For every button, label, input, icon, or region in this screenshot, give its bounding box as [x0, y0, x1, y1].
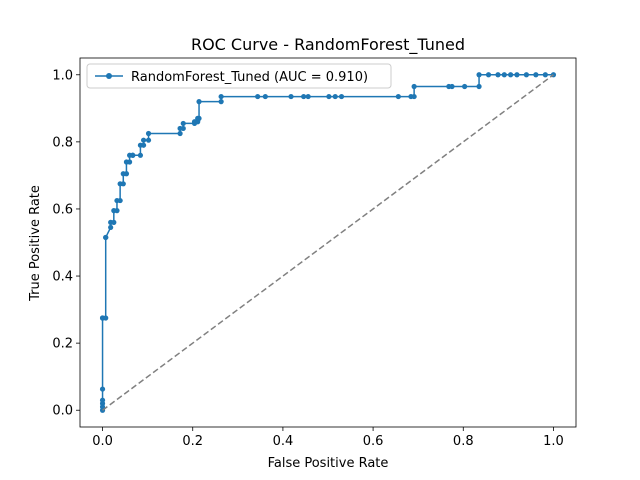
roc-point — [305, 93, 311, 100]
roc-point — [120, 181, 126, 187]
y-tick-label: 0.0 — [52, 404, 73, 419]
roc-point — [218, 99, 224, 105]
x-tick-label: 1.0 — [543, 434, 564, 449]
roc-point — [127, 159, 133, 165]
roc-point — [395, 93, 401, 100]
roc-point — [108, 224, 114, 231]
x-tick-label: 0.4 — [273, 434, 294, 449]
legend: RandomForest_Tuned (AUC = 0.910) — [86, 63, 392, 89]
roc-point — [301, 93, 307, 100]
roc-point — [99, 386, 106, 392]
roc-point — [288, 93, 294, 100]
axes-frame — [79, 57, 577, 428]
roc-point — [332, 93, 338, 100]
roc-point — [123, 171, 130, 177]
roc-point — [177, 130, 183, 137]
roc-point — [99, 397, 106, 403]
x-tick-label: 0.0 — [92, 434, 113, 449]
roc-point — [523, 72, 530, 78]
roc-point — [103, 234, 109, 241]
y-tick-label: 0.4 — [52, 270, 73, 285]
roc-point — [462, 83, 468, 90]
y-tick-label: 1.0 — [52, 68, 73, 83]
roc-point — [542, 72, 548, 78]
roc-point — [501, 72, 507, 78]
roc-point — [117, 197, 123, 204]
roc-point — [476, 72, 482, 78]
roc-point — [218, 93, 224, 100]
chart-title: ROC Curve - RandomForest_Tuned — [191, 35, 465, 55]
roc-point — [130, 152, 136, 158]
roc-point — [114, 208, 120, 214]
y-tick-label: 0.8 — [52, 135, 73, 150]
roc-point — [485, 72, 492, 78]
roc-point — [196, 115, 202, 121]
roc-point — [111, 219, 117, 225]
roc-point — [449, 83, 455, 90]
y-tick-label: 0.6 — [52, 202, 73, 217]
roc-point — [476, 83, 482, 90]
roc-point — [533, 72, 539, 78]
legend-box — [86, 63, 392, 89]
roc-point — [140, 137, 147, 143]
roc-point — [196, 99, 202, 105]
roc-point — [145, 130, 152, 137]
x-tick-label: 0.6 — [363, 434, 384, 449]
y-axis-label: True Positive Rate — [28, 185, 43, 302]
roc-point — [338, 93, 345, 100]
roc-point — [508, 72, 514, 78]
roc-point — [326, 93, 332, 100]
roc-point — [180, 120, 186, 127]
roc-point — [103, 315, 109, 321]
roc-point — [411, 93, 417, 100]
plot-area: 0.0 0.2 0.4 0.6 0.8 1.0 0.0 0.2 0.4 0.6 0.8 1.0 — [52, 57, 577, 449]
y-tick-label: 0.2 — [52, 337, 73, 352]
legend-series-label: RandomForest_Tuned (AUC = 0.910) — [131, 70, 368, 85]
roc-point — [145, 137, 152, 143]
diagonal-reference-line — [102, 74, 554, 411]
roc-point — [180, 125, 186, 132]
roc-point — [411, 83, 417, 90]
roc-point — [514, 72, 520, 78]
roc-point — [255, 93, 261, 100]
roc-point — [140, 142, 147, 148]
x-tick-label: 0.8 — [453, 434, 474, 449]
x-tick-label: 0.2 — [182, 434, 203, 449]
legend-marker-sample — [106, 73, 112, 79]
roc-point — [262, 93, 268, 100]
roc-point — [495, 72, 501, 78]
roc-point — [137, 152, 144, 158]
x-axis-label: False Positive Rate — [268, 456, 389, 471]
